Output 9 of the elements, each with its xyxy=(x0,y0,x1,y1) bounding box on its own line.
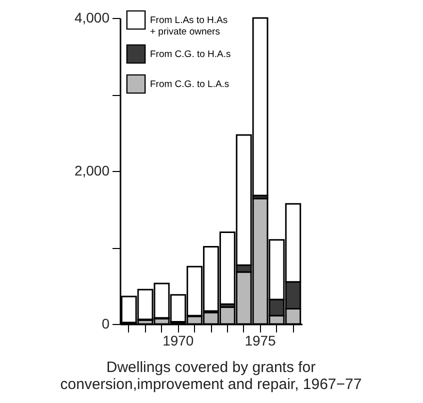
y-tick-label: 2,000 xyxy=(74,162,110,178)
x-tick-label: 1970 xyxy=(162,332,194,348)
legend-label: From L.As to H.As + private owners xyxy=(150,15,228,38)
y-tick-label: 4,000 xyxy=(74,10,110,26)
legend-label: From C.G. to H.A.s xyxy=(150,49,232,60)
y-tick-label: 0 xyxy=(102,316,110,332)
text: Dwellings covered by grants for conversion,improvement and repair, 1967−77 xyxy=(60,359,362,393)
x-tick-label: 1975 xyxy=(244,332,276,348)
legend-label: From C.G. to L.A.s xyxy=(150,79,230,90)
